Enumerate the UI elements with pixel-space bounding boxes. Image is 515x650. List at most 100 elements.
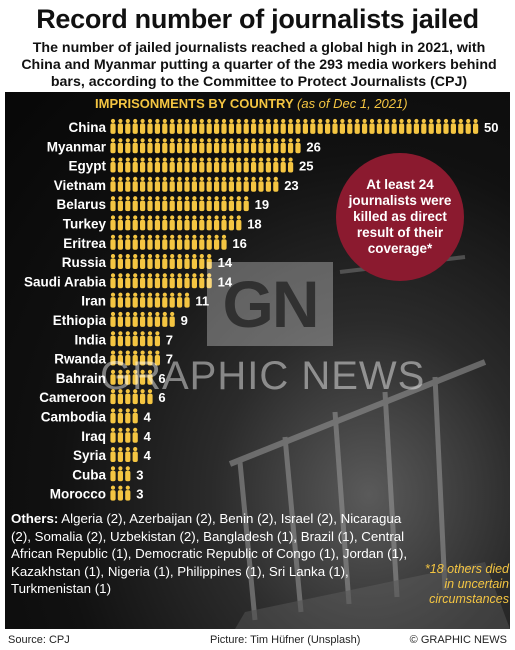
person-icon [184,138,190,154]
person-icon [177,138,183,154]
person-icon [369,118,375,134]
person-icon [132,389,138,405]
person-icon [132,157,138,173]
person-icon [147,215,153,231]
person-icon [132,311,138,327]
person-icon [132,331,138,347]
person-icon [162,254,168,269]
person-icon [125,254,131,269]
person-icon [177,157,183,173]
country-label: Turkey [63,217,107,232]
value-label: 26 [306,139,320,154]
picture-credit: Picture: Tim Hüfner (Unsplash) [210,634,361,646]
person-icon [117,118,123,134]
person-icon [154,196,160,212]
person-icon [162,234,168,250]
person-icon [140,157,146,173]
person-icon [132,369,138,385]
person-icon [177,215,183,231]
person-icon [162,157,168,173]
person-icon [214,157,220,173]
person-icon [206,176,212,192]
person-icon [206,157,212,173]
person-icon [162,196,168,212]
country-row: Russia 14 [62,254,233,270]
person-icon [236,157,242,173]
country-rows: China 50 Myanmar 26 Egypt 25 Vietnam 23 Belarus 1… [24,118,498,502]
country-label: Ethiopia [53,313,107,328]
person-icon [199,273,205,289]
person-icon [154,292,160,308]
country-row: Cameroon 6 [39,389,166,405]
person-icon [169,292,175,308]
person-icon [258,157,264,173]
person-icon [110,273,116,289]
person-icon [236,176,242,192]
person-icon [140,369,146,385]
person-icon [169,196,175,212]
chart-header: IMPRISONMENTS BY COUNTRY (as of Dec 1, 2… [95,96,408,111]
person-icon [199,215,205,231]
country-label: Myanmar [47,139,107,154]
person-icon [125,157,131,173]
person-icon [191,234,197,250]
person-icon [191,254,197,269]
person-icon [206,254,212,269]
country-label: Saudi Arabia [24,274,107,289]
person-icon [184,157,190,173]
person-icon [206,196,212,212]
person-icon [154,234,160,250]
person-icon [132,118,138,134]
person-icon [228,138,234,154]
value-label: 50 [484,120,498,135]
person-icon [162,138,168,154]
country-row: Myanmar 26 [47,138,321,154]
person-icon [177,118,183,134]
person-icon [110,427,116,443]
person-icon [162,292,168,308]
person-icon [288,157,294,173]
person-icon [132,254,138,269]
person-icon [295,138,301,154]
person-icon [413,118,419,134]
country-label: China [68,120,106,135]
person-icon [117,369,123,385]
person-icon [125,331,131,347]
chart-title: Record number of journalists jailed [36,4,479,34]
person-icon [110,118,116,134]
person-icon [310,118,316,134]
value-label: 4 [144,429,152,444]
value-label: 6 [158,371,165,386]
person-icon [258,138,264,154]
chart-header-title: IMPRISONMENTS BY COUNTRY [95,96,294,111]
country-label: India [74,332,106,347]
country-label: Morocco [50,487,106,502]
person-icon [184,176,190,192]
person-icon [199,254,205,269]
value-label: 4 [144,448,152,463]
person-icon [110,331,116,347]
person-icon [125,196,131,212]
person-icon [184,254,190,269]
person-icon [177,196,183,212]
person-icon [450,118,456,134]
person-icon [251,176,257,192]
person-icon [406,118,412,134]
person-icon [199,157,205,173]
country-row: Morocco 3 [50,485,143,502]
person-icon [228,118,234,134]
person-icon [154,311,160,327]
person-icon [110,215,116,231]
person-icon [206,138,212,154]
person-icon [221,215,227,231]
country-row: India 7 [74,331,173,347]
person-icon [184,273,190,289]
person-icon [147,292,153,308]
person-icon [125,427,131,443]
country-row: Rwanda 7 [54,350,173,367]
person-icon [228,196,234,212]
chart-header-date: (as of Dec 1, 2021) [297,96,408,111]
person-icon [243,196,249,212]
person-icon [110,408,116,424]
person-icon [125,234,131,250]
